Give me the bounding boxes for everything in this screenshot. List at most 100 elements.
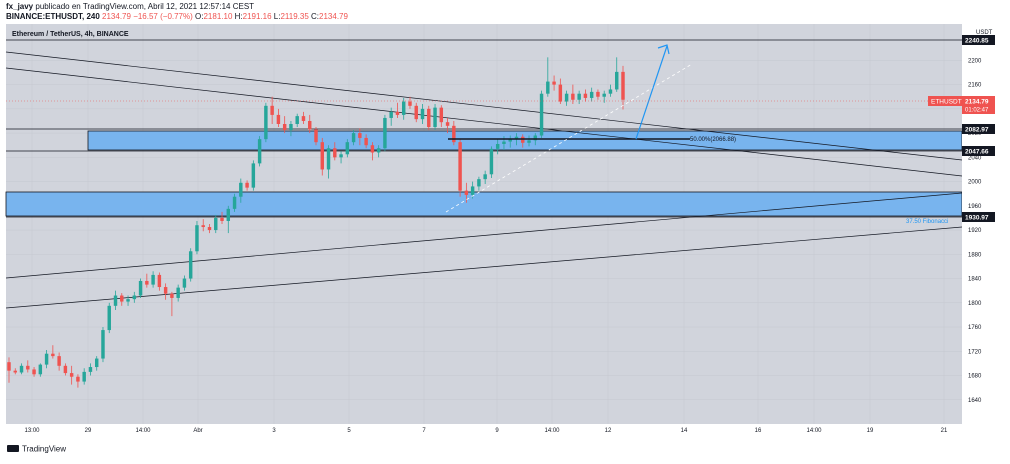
- candle: [351, 130, 356, 146]
- candle: [7, 357, 11, 383]
- candle: [239, 178, 243, 203]
- candle-body: [138, 280, 143, 296]
- author-name[interactable]: fx_javy: [6, 2, 34, 11]
- candle: [88, 363, 93, 376]
- zone-bottom-price-tag-text: 2047.66: [965, 149, 989, 156]
- low-value: 2119.35: [280, 12, 309, 21]
- candle: [289, 120, 293, 137]
- price-axis[interactable]: USDT 1640 1680 1720 1760 1800 1840 1880 1920 196…: [962, 24, 1001, 436]
- candle: [314, 127, 318, 146]
- candle-body: [314, 129, 318, 143]
- candle-body: [32, 369, 36, 375]
- trend-line: [5, 51, 963, 161]
- candle: [82, 368, 86, 385]
- candle-body: [464, 190, 469, 195]
- candle-body: [589, 91, 594, 98]
- price-tick-label: 2080: [968, 131, 982, 137]
- candle-body: [182, 278, 187, 288]
- time-axis[interactable]: 13:00 29 14:00 Abr 3 5 7 9 14:00 12 14 16 14:00 19 21: [6, 424, 962, 436]
- candle-body: [257, 139, 262, 164]
- tradingview-logo-icon: [7, 445, 19, 453]
- time-tick-label: 12: [605, 428, 612, 434]
- candle-body: [477, 179, 481, 187]
- candle-body: [364, 137, 368, 146]
- candle: [596, 89, 600, 100]
- ohlc-line: BINANCE:ETHUSDT, 240 2134.79 −16.57 (−0.…: [6, 12, 348, 22]
- publish-line: fx_javy publicado en TradingView.com, Ab…: [6, 2, 348, 12]
- candle-body: [539, 93, 544, 136]
- candle: [207, 224, 212, 234]
- candle: [232, 193, 237, 212]
- candle: [583, 89, 588, 102]
- candle: [176, 284, 180, 302]
- candle-body: [295, 116, 299, 124]
- candle: [358, 128, 362, 146]
- candle: [401, 97, 406, 120]
- candle: [458, 139, 462, 197]
- price-tick-label: 1680: [968, 374, 982, 380]
- candle-body: [514, 136, 519, 140]
- candle: [282, 116, 287, 134]
- candle-body: [57, 356, 61, 366]
- chart-title: Ethereum / TetherUS, 4h, BINANCE: [12, 31, 129, 38]
- candle: [94, 356, 99, 371]
- close-label: C:: [311, 12, 320, 21]
- support-price-tag-text: 1930.97: [965, 215, 989, 222]
- candle: [44, 350, 49, 369]
- zone-top-price-tag: 2082.97: [962, 124, 995, 134]
- candle-body: [420, 108, 425, 120]
- candle: [295, 113, 299, 128]
- price-tick-label: 2160: [968, 83, 982, 89]
- price-axis-background: [962, 24, 1001, 436]
- candle-body: [433, 107, 437, 128]
- fib-375-label: 37.50 Fibonacci: [906, 219, 948, 225]
- candle: [445, 117, 450, 134]
- candle-body: [558, 84, 563, 102]
- candle-body: [207, 227, 212, 231]
- candle: [301, 111, 306, 124]
- candle: [26, 360, 30, 373]
- candle: [120, 293, 124, 306]
- candle-body: [7, 362, 11, 371]
- zone-bottom-price-tag: 2047.66: [962, 146, 995, 156]
- candle-body: [596, 91, 600, 97]
- support-zone: [5, 191, 963, 217]
- candle: [521, 134, 525, 148]
- candle: [508, 135, 512, 148]
- candle-body: [320, 142, 324, 170]
- candle-body: [126, 299, 130, 302]
- candle-body: [470, 186, 475, 195]
- candle-body: [188, 251, 193, 279]
- candle-body: [270, 105, 274, 115]
- time-tick-label: 5: [347, 428, 351, 434]
- candle: [608, 84, 613, 97]
- candle-body: [452, 125, 456, 143]
- candle: [615, 57, 619, 92]
- candle-body: [82, 371, 86, 382]
- candle: [621, 65, 625, 110]
- candle-body: [552, 81, 556, 85]
- candle: [564, 90, 569, 106]
- candle: [126, 295, 130, 306]
- candle-body: [13, 370, 17, 373]
- candle: [589, 87, 594, 102]
- candle-body: [583, 93, 588, 98]
- candle-body: [232, 196, 237, 209]
- candlestick-chart[interactable]: 50.00%(2066.88) 37.50 Fibonacci Ethereum …: [0, 0, 1010, 444]
- price-tick-label: 1640: [968, 398, 982, 404]
- candle-body: [401, 101, 406, 115]
- candle-body: [26, 365, 30, 370]
- candle: [145, 273, 149, 288]
- candle: [483, 170, 487, 184]
- candle: [220, 211, 224, 224]
- candle-body: [458, 142, 462, 191]
- candle: [69, 365, 74, 385]
- time-tick-label: 14: [681, 428, 688, 434]
- price-tick-label: 1920: [968, 228, 982, 234]
- candle: [577, 90, 581, 104]
- price-tick-label: 1840: [968, 277, 982, 283]
- candle: [427, 105, 431, 131]
- fib-50-label: 50.00%(2066.88): [690, 137, 736, 143]
- price-tick-label: 2000: [968, 180, 982, 186]
- candle-body: [151, 274, 155, 285]
